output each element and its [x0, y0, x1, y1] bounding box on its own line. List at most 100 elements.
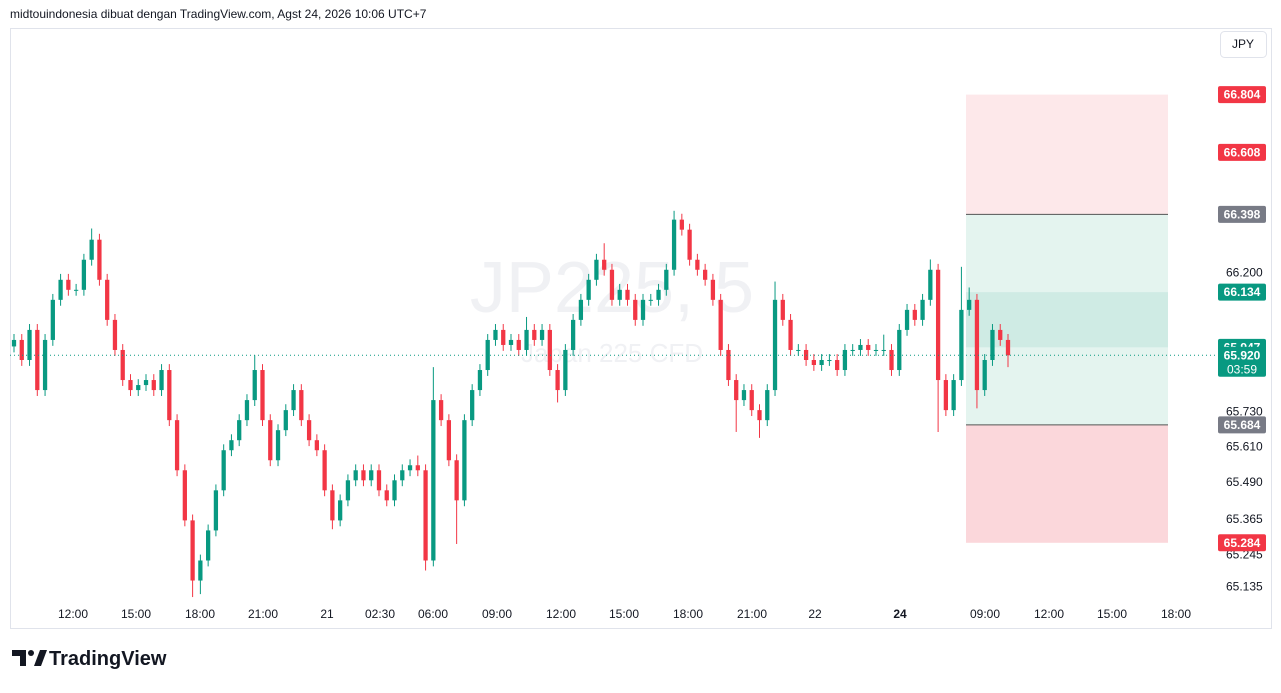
candle-body: [384, 490, 389, 501]
candle-body: [625, 289, 630, 300]
x-tick-label: 18:00: [185, 607, 215, 621]
x-tick-label: 15:00: [609, 607, 639, 621]
price-label: 66.608: [1224, 145, 1261, 159]
price-label-box: [1218, 346, 1266, 377]
candle-body: [42, 339, 48, 391]
position-zone: [966, 94, 1168, 215]
position-zone: [966, 424, 1168, 543]
countdown: 03:59: [1227, 362, 1257, 376]
candle-body: [990, 329, 995, 360]
candle-body: [633, 299, 638, 320]
candle-body: [897, 329, 902, 371]
x-tick-label: 12:00: [546, 607, 576, 621]
x-tick-label: 02:30: [365, 607, 395, 621]
y-tick-label: 65.490: [1226, 475, 1263, 489]
y-tick-label: 65.135: [1226, 580, 1263, 594]
candle-body: [361, 470, 366, 481]
candle-body: [415, 465, 420, 471]
candle-body: [244, 400, 250, 421]
candle-body: [967, 299, 972, 310]
x-tick-label: 21:00: [248, 607, 278, 621]
candle-body: [602, 259, 607, 270]
candle-body: [664, 269, 669, 290]
logo-text: TradingView: [49, 648, 167, 670]
candle-body: [112, 319, 118, 350]
candle-body: [182, 470, 187, 521]
candle-body: [912, 309, 917, 320]
candle-body: [423, 470, 428, 561]
candle-body: [772, 299, 778, 391]
candle-body: [400, 470, 405, 481]
candle-body: [726, 349, 731, 381]
candle-body: [89, 239, 94, 260]
candle-body: [151, 380, 156, 391]
candle-body: [206, 530, 211, 561]
candle-body: [438, 400, 444, 421]
candle-body: [819, 359, 824, 366]
candle-body: [648, 299, 653, 301]
candle-body: [275, 430, 281, 461]
candle-body: [392, 480, 397, 501]
candle-body: [291, 390, 296, 411]
candle-body: [749, 390, 754, 411]
candle-body: [50, 299, 55, 340]
price-label-box: [1218, 205, 1266, 223]
candle-body: [710, 279, 716, 300]
candle-body: [306, 420, 312, 441]
y-tick-label: 65.730: [1226, 404, 1263, 418]
x-tick-label: 18:00: [673, 607, 703, 621]
candle-body: [547, 329, 552, 371]
x-tick-label: 22: [808, 607, 822, 621]
candle-body: [998, 329, 1003, 340]
y-tick-label: 65.365: [1226, 512, 1263, 526]
candle-body: [788, 319, 793, 350]
candle-body: [695, 259, 700, 270]
x-tick-label: 21: [320, 607, 334, 621]
candle-body: [850, 349, 855, 351]
x-tick-label: 09:00: [482, 607, 512, 621]
candle-body: [229, 440, 234, 451]
candle-body: [369, 470, 374, 481]
logo-icon: [12, 650, 47, 666]
candle-body: [330, 490, 335, 521]
candle-body: [376, 470, 382, 491]
candle-body: [338, 500, 343, 521]
candle-body: [516, 339, 521, 350]
candle-body: [765, 390, 770, 421]
candle-body: [920, 299, 925, 320]
candle-body: [656, 289, 661, 300]
candle-body: [446, 420, 452, 461]
candle-body: [524, 329, 529, 350]
candle-body: [679, 219, 684, 230]
candle-body: [741, 390, 747, 401]
candle-body: [237, 420, 242, 441]
candle-body: [477, 370, 483, 391]
candle-body: [734, 380, 739, 401]
candle-body: [570, 319, 576, 350]
candle-body: [873, 349, 879, 351]
currency-button[interactable]: [1220, 31, 1267, 58]
currency[interactable]: JPY: [1232, 37, 1254, 51]
candle-body: [671, 219, 677, 270]
candle-body: [586, 279, 591, 300]
candle-body: [19, 339, 24, 360]
candle-body: [167, 370, 172, 421]
candle-body: [11, 339, 17, 347]
candle-body: [982, 359, 987, 391]
candle-body: [687, 229, 692, 260]
candle-body: [928, 269, 933, 300]
x-tick-label: 21:00: [737, 607, 767, 621]
price-label: 65.284: [1224, 536, 1261, 550]
candle-body: [563, 349, 568, 391]
x-tick-label: 15:00: [121, 607, 151, 621]
candle-body: [866, 344, 871, 350]
candle-body: [858, 344, 863, 350]
candle-body: [314, 440, 319, 451]
candle-body: [811, 359, 816, 366]
x-tick-label: 24: [893, 607, 907, 621]
candle-body: [609, 269, 615, 300]
candle-body: [959, 309, 964, 381]
candle-body: [617, 289, 622, 300]
